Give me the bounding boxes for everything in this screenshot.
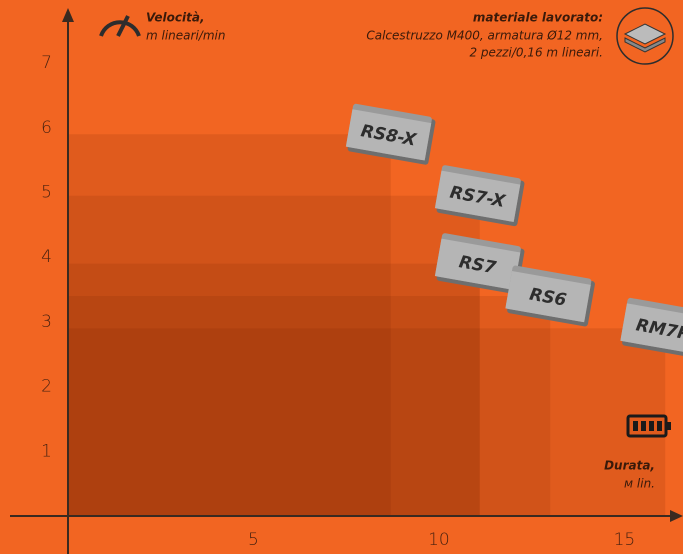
product-area <box>68 263 480 516</box>
label-face <box>434 170 521 223</box>
product-label: RS8-X <box>345 103 436 165</box>
label-face <box>434 238 521 290</box>
x-axis-arrow <box>670 510 683 522</box>
product-label: RS7 <box>434 233 525 295</box>
y-tick-label: 4 <box>41 247 52 267</box>
material-line: 2 pezzi/0,16 m lineari. <box>469 46 603 60</box>
product-area <box>68 296 551 516</box>
product-label: RM7P <box>620 297 683 359</box>
x-axis-title: Durata, <box>604 459 655 473</box>
material-line: Calcestruzzo M400, armatura Ø12 mm, <box>366 29 603 43</box>
battery-icon <box>626 414 671 438</box>
y-tick-label: 1 <box>41 441 52 461</box>
y-axis-arrow <box>62 8 74 22</box>
x-axis-unit: м lin. <box>624 477 655 491</box>
product-label: RS6 <box>505 265 595 327</box>
plot-area <box>68 134 666 517</box>
product-label: RS7-X <box>434 165 525 227</box>
material-title: materiale lavorato: <box>473 11 603 25</box>
material-icon <box>616 7 674 65</box>
product-area <box>68 328 666 516</box>
x-tick-label: 10 <box>428 530 450 550</box>
y-tick-label: 2 <box>41 377 52 397</box>
y-tick-label: 3 <box>41 312 52 332</box>
y-tick-label: 7 <box>41 53 52 73</box>
y-axis-unit: m lineari/min <box>146 29 225 43</box>
product-area <box>68 195 480 517</box>
x-tick-label: 5 <box>248 530 259 550</box>
y-tick-label: 5 <box>41 182 52 202</box>
y-tick-label: 6 <box>41 118 52 138</box>
label-face <box>505 270 591 323</box>
y-axis-title: Velocità, <box>146 11 205 25</box>
x-tick-label: 15 <box>614 530 636 550</box>
product-area <box>68 134 391 516</box>
label-face <box>345 109 432 161</box>
label-face <box>620 303 683 355</box>
speed-icon <box>99 15 141 37</box>
